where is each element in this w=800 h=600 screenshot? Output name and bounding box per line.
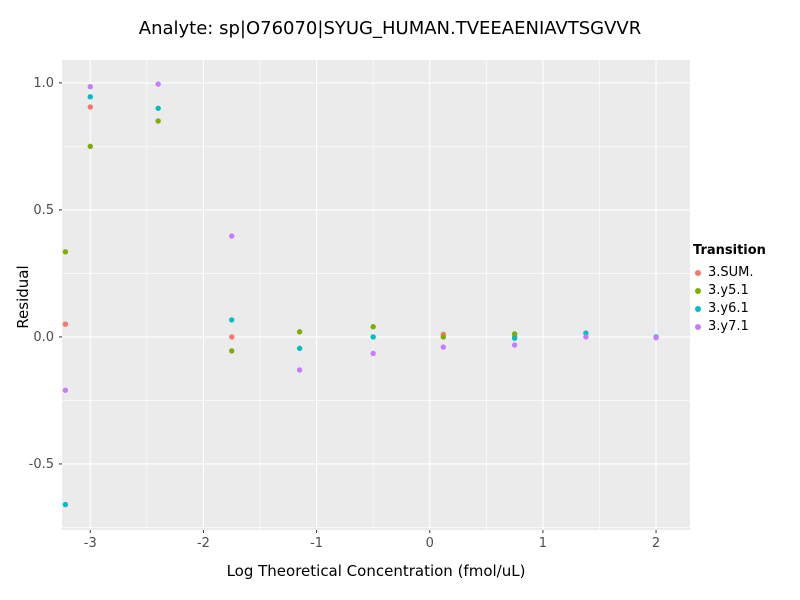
data-point: [87, 83, 93, 90]
x-tick-label: -3: [84, 536, 97, 551]
y-tick-label: 0.0: [33, 330, 54, 345]
major-gridlines: [62, 60, 690, 530]
data-point: [296, 345, 303, 352]
data-point: [653, 334, 659, 341]
legend-item: 3.y7.1: [693, 319, 766, 334]
data-point: [229, 348, 235, 354]
data-point: [87, 143, 93, 150]
axis-tick-marks: [59, 82, 657, 533]
legend-label: 3.y5.1: [708, 283, 749, 298]
data-point: [155, 105, 161, 111]
panel-background: [62, 60, 690, 530]
data-point: [370, 324, 376, 330]
series-points: [62, 81, 659, 393]
x-tick-label: -1: [310, 536, 323, 551]
legend-label: 3.y7.1: [708, 319, 749, 334]
legend-label: 3.SUM.: [708, 265, 754, 280]
y-tick-label: 0.5: [33, 203, 54, 218]
x-tick-label: 0: [426, 536, 434, 551]
data-point: [440, 344, 447, 350]
data-point: [370, 334, 376, 340]
legend: Transition 3.SUM. 3.y5.1 3.y6.1 3.y7.1: [693, 243, 766, 337]
data-point: [155, 118, 161, 124]
data-point: [155, 81, 161, 87]
legend-items: 3.SUM. 3.y5.1 3.y6.1 3.y7.1: [693, 265, 766, 334]
y-tick-label: 1.0: [33, 76, 54, 91]
data-point: [62, 249, 69, 255]
data-point: [583, 330, 589, 336]
data-point: [229, 233, 235, 239]
data-point: [370, 350, 376, 357]
data-point: [87, 104, 93, 110]
data-point: [62, 387, 69, 393]
legend-key-dot: [695, 305, 701, 312]
legend-key-dot: [695, 287, 701, 294]
data-point: [511, 331, 518, 337]
data-point: [229, 334, 235, 340]
legend-key-dot: [695, 269, 701, 276]
legend-item: 3.y5.1: [693, 283, 766, 298]
minor-gridlines: [62, 60, 690, 530]
data-point: [229, 317, 235, 323]
x-tick-label: -2: [197, 536, 210, 551]
data-point: [511, 335, 518, 341]
legend-label: 3.y6.1: [708, 301, 749, 316]
data-point: [296, 367, 303, 373]
data-point: [296, 329, 303, 335]
data-point: [511, 342, 518, 348]
y-tick-label: -0.5: [29, 457, 54, 472]
data-point: [583, 334, 589, 340]
data-point: [440, 334, 447, 340]
legend-key-dot: [695, 323, 701, 330]
legend-item: 3.SUM.: [693, 265, 766, 280]
x-tick-label: 2: [652, 536, 660, 551]
data-point: [62, 501, 69, 508]
legend-title: Transition: [693, 243, 766, 258]
data-points: [62, 81, 659, 508]
series-points: [62, 118, 518, 354]
data-point: [87, 94, 93, 100]
data-point: [62, 321, 69, 327]
legend-item: 3.y6.1: [693, 301, 766, 316]
y-axis-label: Residual: [14, 265, 32, 329]
x-axis-label: Log Theoretical Concentration (fmol/uL): [226, 562, 526, 580]
x-tick-label: 1: [539, 536, 547, 551]
plot-title: Analyte: sp|O76070|SYUG_HUMAN.TVEEAENIAV…: [138, 18, 642, 39]
